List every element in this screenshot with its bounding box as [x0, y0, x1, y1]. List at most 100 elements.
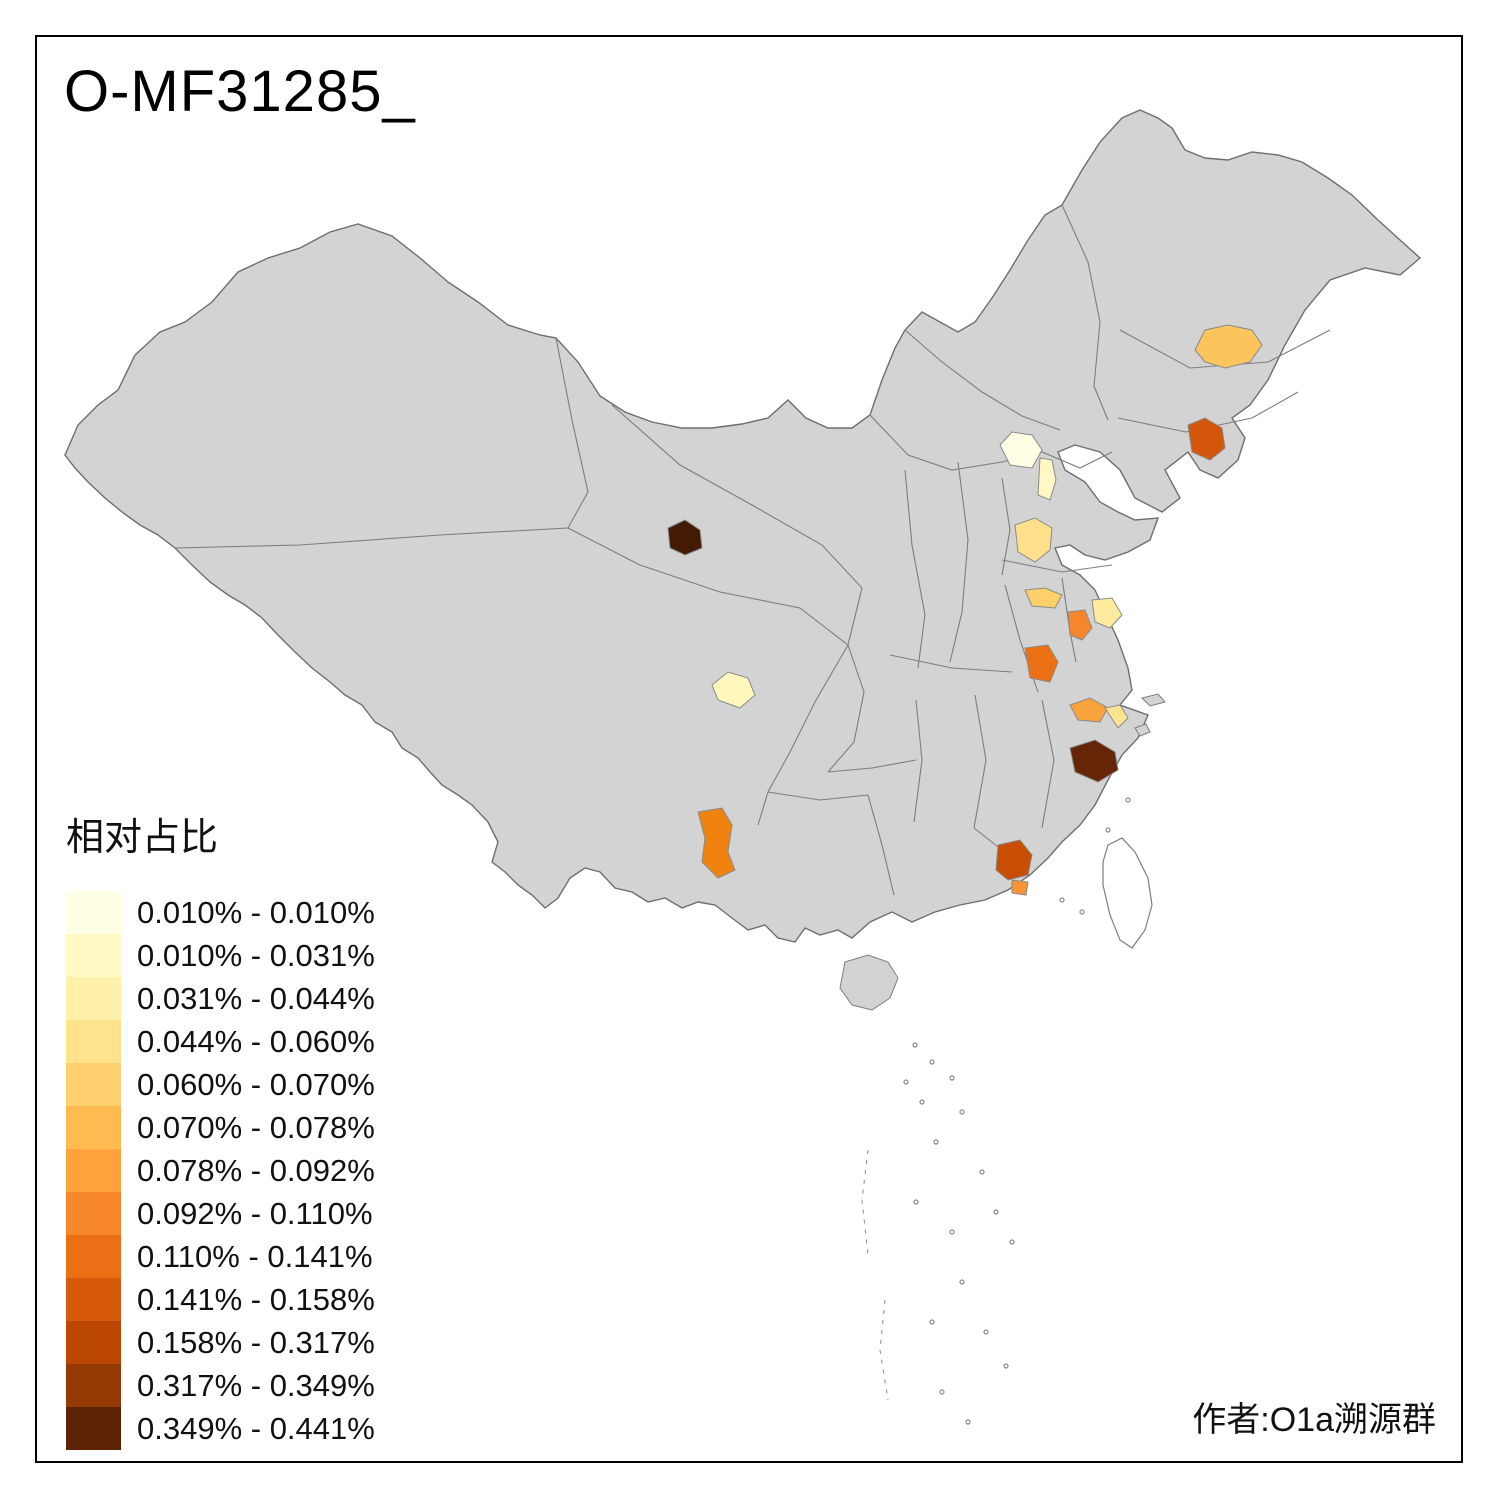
- region-guangdong-east-small: [1011, 879, 1029, 896]
- legend-row: 0.078% - 0.092%: [66, 1149, 375, 1192]
- legend-swatch: [66, 1192, 121, 1235]
- legend-swatch: [66, 1321, 121, 1364]
- legend-label: 0.092% - 0.110%: [137, 1195, 373, 1231]
- legend-label: 0.078% - 0.092%: [137, 1152, 375, 1188]
- province-border-line: [827, 759, 917, 773]
- legend-label: 0.317% - 0.349%: [137, 1367, 375, 1403]
- island-dot: [903, 1079, 909, 1085]
- legend-swatch: [66, 934, 121, 977]
- legend-title: 相对占比: [66, 817, 219, 859]
- province-border-line: [949, 461, 969, 663]
- region-zhejiang-north: [1069, 697, 1109, 723]
- region-tianjin: [1037, 457, 1057, 501]
- legend-swatch: [66, 1106, 121, 1149]
- island-dot: [1105, 827, 1111, 833]
- legend-label: 0.044% - 0.060%: [137, 1023, 375, 1059]
- island-dot: [933, 1139, 939, 1145]
- region-jiangsu-east: [1091, 597, 1123, 629]
- island-dot: [983, 1329, 989, 1335]
- legend-row: 0.044% - 0.060%: [66, 1020, 375, 1063]
- legend-swatch: [66, 1020, 121, 1063]
- legend-row: 0.010% - 0.031%: [66, 934, 375, 977]
- legend-row: 0.317% - 0.349%: [66, 1364, 375, 1407]
- province-border-line: [611, 404, 863, 646]
- coast-dash-line: [879, 1299, 889, 1401]
- legend-row: 0.349% - 0.441%: [66, 1407, 375, 1450]
- legend-label: 0.158% - 0.317%: [137, 1324, 375, 1360]
- region-yunnan-central: [697, 807, 736, 879]
- region-liaoning-dandong: [1187, 417, 1226, 461]
- island-dot: [929, 1319, 935, 1325]
- legend-row: 0.070% - 0.078%: [66, 1106, 375, 1149]
- province-border-line: [555, 337, 589, 529]
- legend-row: 0.031% - 0.044%: [66, 977, 375, 1020]
- province-border-line: [767, 791, 869, 801]
- legend-swatch: [66, 1407, 121, 1450]
- region-zhejiang-northeast: [1104, 704, 1129, 729]
- island-dot: [1059, 897, 1065, 903]
- region-guangdong-east: [995, 839, 1033, 881]
- legend-label: 0.031% - 0.044%: [137, 980, 375, 1016]
- province-border-line: [913, 699, 923, 823]
- island-dot: [939, 1389, 945, 1395]
- island-dot: [949, 1075, 955, 1081]
- legend-label: 0.141% - 0.158%: [137, 1281, 375, 1317]
- province-border-line: [1061, 204, 1109, 421]
- province-border-line: [904, 469, 926, 669]
- legend-swatch: [66, 1278, 121, 1321]
- island-dot: [1003, 1363, 1009, 1369]
- region-shandong-west: [1014, 517, 1053, 563]
- region-jiangsu-north: [1024, 587, 1063, 609]
- legend-row: 0.092% - 0.110%: [66, 1192, 375, 1235]
- chongming-island: [1141, 693, 1166, 707]
- province-border-line: [827, 644, 865, 773]
- zhoushan-island: [1134, 723, 1151, 737]
- island-dot: [965, 1419, 971, 1425]
- province-border-line: [1001, 559, 1113, 573]
- legend-swatch: [66, 977, 121, 1020]
- highlight-regions: [667, 324, 1263, 896]
- legend-label: 0.349% - 0.441%: [137, 1410, 375, 1446]
- island-dot: [912, 1042, 918, 1048]
- legend-label: 0.070% - 0.078%: [137, 1109, 375, 1145]
- legend-label: 0.010% - 0.031%: [137, 937, 375, 973]
- province-border-line: [1041, 699, 1055, 829]
- legend-row: 0.010% - 0.010%: [66, 891, 375, 934]
- coast-dash-line: [861, 1149, 869, 1256]
- page-title: O-MF31285_: [64, 59, 416, 124]
- province-border-line: [174, 527, 569, 549]
- region-heilongjiang-harbin: [1194, 324, 1263, 369]
- legend-row: 0.141% - 0.158%: [66, 1278, 375, 1321]
- region-henan-east: [1024, 644, 1059, 683]
- island-dot: [1009, 1239, 1015, 1245]
- island-dot: [1079, 909, 1085, 915]
- island-dot: [959, 1279, 965, 1285]
- island-dot: [929, 1059, 935, 1065]
- legend-row: 0.158% - 0.317%: [66, 1321, 375, 1364]
- island-dot: [993, 1209, 999, 1215]
- legend-swatch: [66, 1364, 121, 1407]
- region-zhejiang-south: [1069, 739, 1119, 783]
- legend-swatch: [66, 1149, 121, 1192]
- legend-swatch: [66, 1235, 121, 1278]
- island-dot: [949, 1229, 955, 1235]
- province-border-line: [973, 694, 987, 829]
- south-china-sea-islands: [861, 797, 1131, 1425]
- province-border-line: [904, 329, 1061, 431]
- hainan-island: [839, 954, 899, 1011]
- legend: 相对占比 0.010% - 0.010% 0.010% - 0.031% 0.0…: [66, 806, 375, 1450]
- region-jiangsu-middle: [1067, 609, 1093, 641]
- region-qinghai-east: [667, 519, 703, 556]
- province-border-line: [1117, 391, 1299, 433]
- island-dot: [959, 1109, 965, 1115]
- island-dot: [913, 1199, 919, 1205]
- legend-label: 0.010% - 0.010%: [137, 894, 375, 930]
- island-dot: [979, 1169, 985, 1175]
- province-border-line: [889, 654, 1013, 673]
- attribution: 作者:O1a溯源群: [1192, 1401, 1436, 1439]
- legend-label: 0.060% - 0.070%: [137, 1066, 375, 1102]
- china-mainland: [64, 109, 1422, 943]
- province-border-line: [757, 644, 849, 826]
